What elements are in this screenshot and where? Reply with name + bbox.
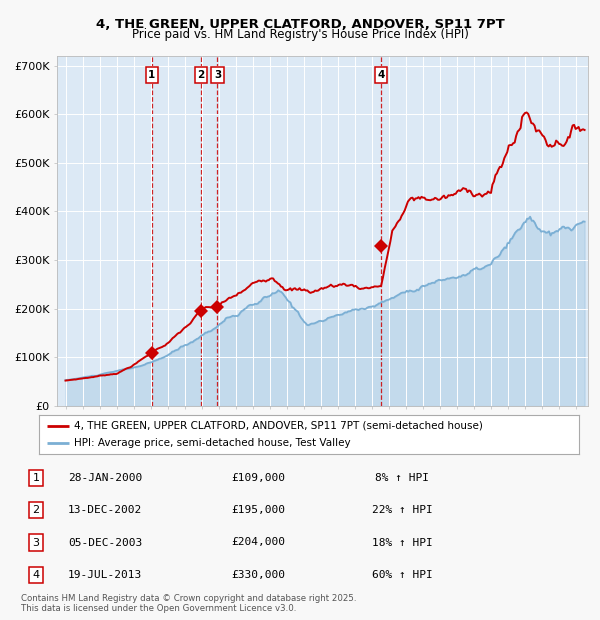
Text: 60% ↑ HPI: 60% ↑ HPI	[371, 570, 433, 580]
Text: £109,000: £109,000	[231, 473, 285, 483]
Text: 1: 1	[148, 70, 155, 80]
Text: 28-JAN-2000: 28-JAN-2000	[68, 473, 142, 483]
Text: £330,000: £330,000	[231, 570, 285, 580]
Text: 13-DEC-2002: 13-DEC-2002	[68, 505, 142, 515]
Text: HPI: Average price, semi-detached house, Test Valley: HPI: Average price, semi-detached house,…	[74, 438, 351, 448]
Text: Price paid vs. HM Land Registry's House Price Index (HPI): Price paid vs. HM Land Registry's House …	[131, 29, 469, 41]
Text: 05-DEC-2003: 05-DEC-2003	[68, 538, 142, 547]
Text: 2: 2	[197, 70, 205, 80]
Text: 4: 4	[377, 70, 385, 80]
Text: 3: 3	[214, 70, 221, 80]
Text: 18% ↑ HPI: 18% ↑ HPI	[371, 538, 433, 547]
Text: 4, THE GREEN, UPPER CLATFORD, ANDOVER, SP11 7PT (semi-detached house): 4, THE GREEN, UPPER CLATFORD, ANDOVER, S…	[74, 421, 483, 431]
Text: 8% ↑ HPI: 8% ↑ HPI	[375, 473, 429, 483]
Text: £195,000: £195,000	[231, 505, 285, 515]
Text: 2: 2	[32, 505, 40, 515]
Text: 4: 4	[32, 570, 40, 580]
Text: This data is licensed under the Open Government Licence v3.0.: This data is licensed under the Open Gov…	[21, 604, 296, 613]
Text: 22% ↑ HPI: 22% ↑ HPI	[371, 505, 433, 515]
Text: 1: 1	[32, 473, 40, 483]
Text: 3: 3	[32, 538, 40, 547]
Text: Contains HM Land Registry data © Crown copyright and database right 2025.: Contains HM Land Registry data © Crown c…	[21, 595, 356, 603]
Text: 19-JUL-2013: 19-JUL-2013	[68, 570, 142, 580]
Text: £204,000: £204,000	[231, 538, 285, 547]
Text: 4, THE GREEN, UPPER CLATFORD, ANDOVER, SP11 7PT: 4, THE GREEN, UPPER CLATFORD, ANDOVER, S…	[95, 19, 505, 31]
